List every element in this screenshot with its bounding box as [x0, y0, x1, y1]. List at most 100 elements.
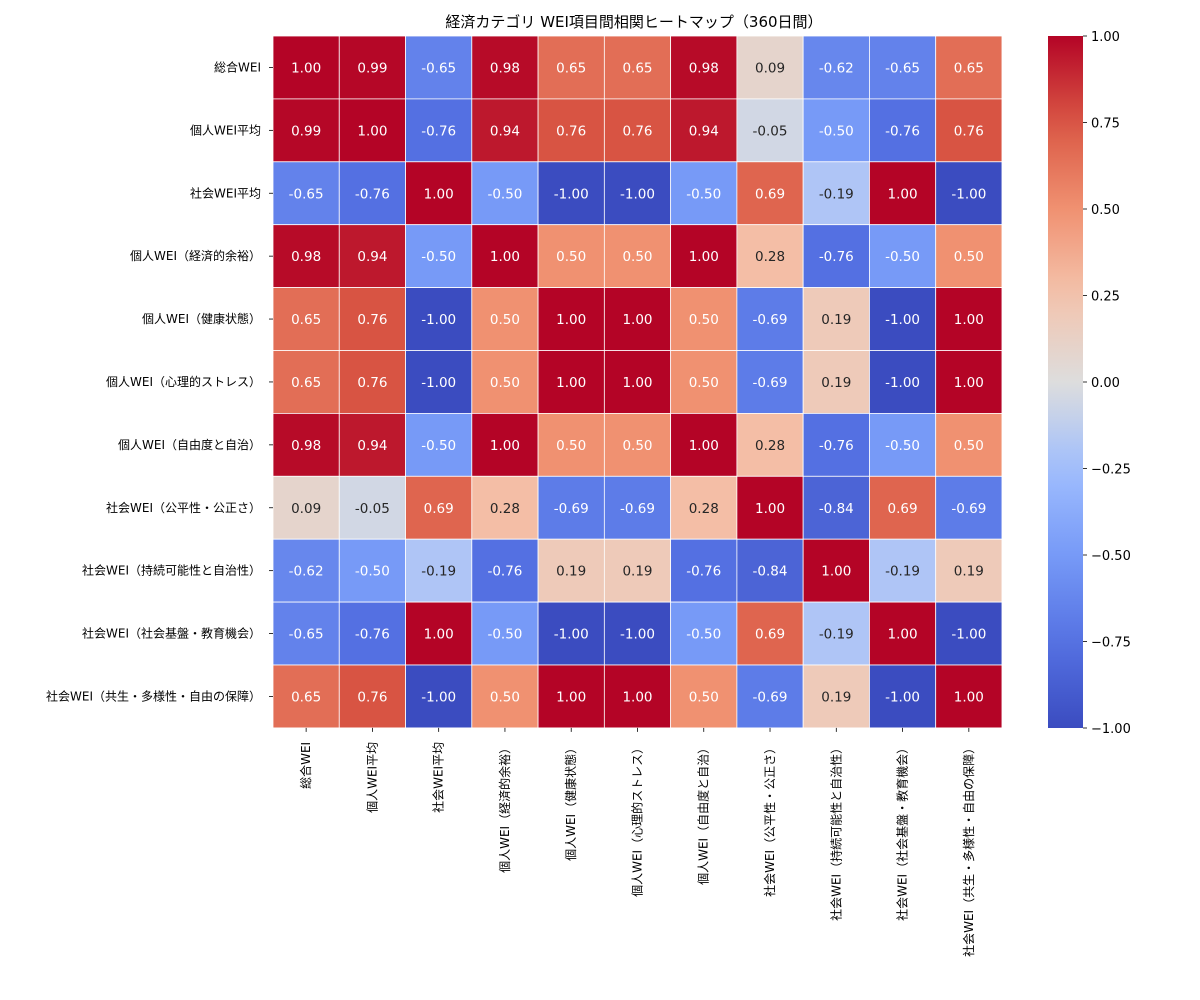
cell-value-label: -0.69 — [753, 312, 788, 328]
heatmap-cell — [272, 412, 340, 477]
heatmap-cell — [736, 35, 804, 100]
cell-value-label: 0.50 — [490, 312, 520, 328]
x-axis-label: 個人WEI（心理的ストレス） — [629, 742, 644, 897]
heatmap-cell — [935, 161, 1003, 226]
colorbar-tick-label: −0.75 — [1091, 636, 1131, 651]
colorbar-tick-label: 0.50 — [1091, 203, 1120, 218]
cell-value-label: 0.76 — [357, 312, 387, 328]
heatmap-cell — [603, 35, 672, 100]
cell-value-label: -0.65 — [885, 60, 920, 76]
heatmap-cell — [935, 601, 1003, 666]
heatmap-cell — [471, 287, 539, 351]
heatmap-cell — [405, 664, 473, 729]
y-axis-label: 総合WEI — [214, 59, 261, 74]
cell-value-label: 0.28 — [490, 501, 520, 517]
cell-value-label: -0.69 — [554, 501, 589, 517]
cell-value-label: 0.94 — [357, 438, 387, 454]
heatmap-cell — [869, 98, 937, 163]
heatmap-cell — [405, 538, 473, 603]
heatmap-cell — [802, 664, 870, 729]
heatmap-cell — [802, 538, 870, 603]
cell-value-label: 0.28 — [689, 501, 719, 517]
cell-value-label: 0.65 — [291, 312, 321, 328]
cell-value-label: 1.00 — [556, 375, 586, 391]
cell-value-label: 0.94 — [357, 249, 387, 265]
heatmap-cell — [537, 161, 605, 226]
heatmap-cell — [670, 538, 738, 603]
cell-value-label: -1.00 — [421, 312, 456, 328]
cell-value-label: 1.00 — [291, 60, 321, 76]
heatmap-cell — [272, 664, 340, 729]
heatmap-cell — [603, 224, 672, 288]
cell-value-label: 0.50 — [556, 438, 586, 454]
cell-value-label: -0.62 — [289, 564, 324, 580]
x-axis-label: 個人WEI（自由度と自治） — [696, 742, 711, 885]
heatmap-cell — [338, 98, 406, 163]
cell-value-label: 1.00 — [954, 689, 984, 705]
heatmap-cell — [603, 161, 672, 226]
cell-value-label: -0.50 — [487, 186, 522, 202]
heatmap-cell — [869, 664, 937, 729]
cell-value-label: 0.76 — [954, 123, 984, 139]
cell-value-label: -0.76 — [819, 438, 854, 454]
heatmap-cell — [935, 664, 1003, 729]
heatmap-cell — [736, 412, 804, 477]
y-axis-label: 個人WEI（健康状態） — [142, 311, 261, 326]
cell-value-label: -0.05 — [753, 123, 788, 139]
heatmap-cell — [537, 601, 605, 666]
cell-value-label: -0.76 — [355, 627, 390, 643]
cell-value-label: -0.69 — [620, 501, 655, 517]
colorbar-tick-label: −0.50 — [1091, 549, 1131, 564]
cell-value-label: 0.98 — [490, 60, 520, 76]
heatmap-cell — [603, 98, 672, 163]
heatmap-cell — [802, 224, 870, 288]
colorbar-tick-label: 0.75 — [1091, 117, 1120, 132]
cell-value-label: 1.00 — [556, 689, 586, 705]
heatmap-cell — [272, 35, 340, 100]
colorbar-gradient — [1048, 36, 1083, 728]
cell-value-label: -0.69 — [951, 501, 986, 517]
cell-value-label: -0.50 — [819, 123, 854, 139]
cell-value-label: 1.00 — [888, 186, 918, 202]
cell-value-label: 0.65 — [291, 375, 321, 391]
x-axis-label: 社会WEI（公平性・公正さ） — [762, 742, 777, 897]
y-axis-label: 個人WEI（心理的ストレス） — [106, 374, 261, 389]
cell-value-label: -1.00 — [421, 375, 456, 391]
heatmap-cell — [869, 475, 937, 540]
heatmap-cell — [471, 35, 539, 100]
cell-value-label: 0.94 — [490, 123, 520, 139]
heatmap-cell — [338, 475, 406, 540]
heatmap-cell — [471, 601, 539, 666]
cell-value-label: 0.98 — [689, 60, 719, 76]
cell-value-label: 1.00 — [622, 312, 652, 328]
heatmap-cell — [802, 98, 870, 163]
cell-value-label: -1.00 — [885, 375, 920, 391]
cell-value-label: 0.98 — [291, 249, 321, 265]
cell-value-label: -1.00 — [554, 186, 589, 202]
cell-value-label: 0.28 — [755, 249, 785, 265]
cell-value-label: -1.00 — [951, 627, 986, 643]
heatmap-cell — [802, 412, 870, 477]
y-axis-label: 個人WEI平均 — [190, 123, 261, 137]
heatmap-cell — [471, 350, 539, 414]
cell-value-label: -0.05 — [355, 501, 390, 517]
cell-value-label: -0.65 — [289, 627, 324, 643]
heatmap-cell — [471, 224, 539, 288]
cell-value-label: 0.65 — [622, 60, 652, 76]
heatmap-cell — [603, 475, 672, 540]
heatmap-cell — [405, 98, 473, 163]
cell-value-label: -0.69 — [753, 689, 788, 705]
heatmap-cell — [670, 287, 738, 351]
heatmap-cell — [670, 224, 738, 288]
heatmap-cell — [935, 350, 1003, 414]
colorbar-tick-label: 0.00 — [1091, 376, 1120, 391]
cell-value-label: 0.50 — [490, 689, 520, 705]
y-axis-label: 個人WEI（経済的余裕） — [130, 248, 261, 263]
cell-value-label: -0.76 — [355, 186, 390, 202]
heatmap-cell — [338, 35, 406, 100]
cell-value-label: 0.09 — [291, 501, 321, 517]
heatmap-cell — [935, 475, 1003, 540]
heatmap-cell — [603, 287, 672, 351]
heatmap-cell — [471, 412, 539, 477]
